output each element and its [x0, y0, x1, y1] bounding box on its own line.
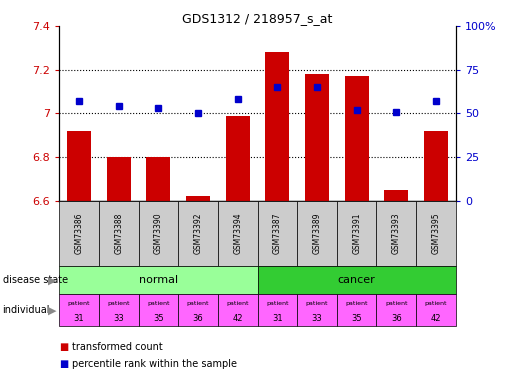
Bar — [99, 294, 139, 326]
Bar — [345, 76, 369, 201]
Text: GSM73386: GSM73386 — [75, 213, 83, 254]
Bar — [416, 294, 456, 326]
Text: GSM73388: GSM73388 — [114, 213, 123, 254]
Text: transformed count: transformed count — [72, 342, 163, 352]
Bar — [416, 201, 456, 266]
Text: normal: normal — [139, 275, 178, 285]
Text: GSM73394: GSM73394 — [233, 213, 242, 254]
Text: 33: 33 — [113, 314, 124, 323]
Title: GDS1312 / 218957_s_at: GDS1312 / 218957_s_at — [182, 12, 333, 25]
Text: 31: 31 — [272, 314, 283, 323]
Text: 42: 42 — [232, 314, 243, 323]
Text: patient: patient — [385, 301, 407, 306]
Text: patient: patient — [187, 301, 209, 306]
Text: percentile rank within the sample: percentile rank within the sample — [72, 359, 237, 369]
Text: ■: ■ — [59, 359, 68, 369]
Bar — [265, 53, 289, 201]
Text: individual: individual — [3, 305, 50, 315]
Text: GSM73395: GSM73395 — [432, 213, 440, 254]
Bar — [139, 201, 178, 266]
Text: patient: patient — [346, 301, 368, 306]
Text: 35: 35 — [351, 314, 362, 323]
Text: GSM73389: GSM73389 — [313, 213, 321, 254]
Text: GSM73393: GSM73393 — [392, 213, 401, 254]
Bar — [146, 157, 170, 201]
Text: cancer: cancer — [338, 275, 375, 285]
Bar — [297, 294, 337, 326]
Text: 42: 42 — [431, 314, 441, 323]
Text: patient: patient — [306, 301, 328, 306]
Bar — [107, 157, 131, 201]
Bar — [337, 201, 376, 266]
Text: disease state: disease state — [3, 275, 67, 285]
Bar — [424, 131, 448, 201]
Text: ▶: ▶ — [48, 305, 57, 315]
Bar — [59, 294, 99, 326]
Bar — [186, 196, 210, 201]
Text: GSM73387: GSM73387 — [273, 213, 282, 254]
Text: patient: patient — [108, 301, 130, 306]
Bar — [258, 294, 297, 326]
Bar — [67, 131, 91, 201]
Text: ▶: ▶ — [48, 275, 57, 285]
Text: patient: patient — [425, 301, 447, 306]
Bar — [99, 201, 139, 266]
Text: 36: 36 — [193, 314, 203, 323]
Text: 35: 35 — [153, 314, 164, 323]
Bar — [218, 201, 258, 266]
Bar — [297, 201, 337, 266]
Text: patient: patient — [147, 301, 169, 306]
Bar — [376, 294, 416, 326]
Text: GSM73392: GSM73392 — [194, 213, 202, 254]
Text: GSM73390: GSM73390 — [154, 213, 163, 254]
Bar — [59, 266, 258, 294]
Text: patient: patient — [227, 301, 249, 306]
Bar — [59, 201, 99, 266]
Text: 36: 36 — [391, 314, 402, 323]
Text: ■: ■ — [59, 342, 68, 352]
Bar — [384, 190, 408, 201]
Text: patient: patient — [266, 301, 288, 306]
Bar — [226, 116, 250, 201]
Text: GSM73391: GSM73391 — [352, 213, 361, 254]
Text: 33: 33 — [312, 314, 322, 323]
Bar — [376, 201, 416, 266]
Bar — [258, 201, 297, 266]
Text: 31: 31 — [74, 314, 84, 323]
Bar — [178, 294, 218, 326]
Bar — [305, 74, 329, 201]
Bar — [178, 201, 218, 266]
Bar — [337, 294, 376, 326]
Bar — [139, 294, 178, 326]
Text: patient: patient — [68, 301, 90, 306]
Bar — [258, 266, 456, 294]
Bar — [218, 294, 258, 326]
